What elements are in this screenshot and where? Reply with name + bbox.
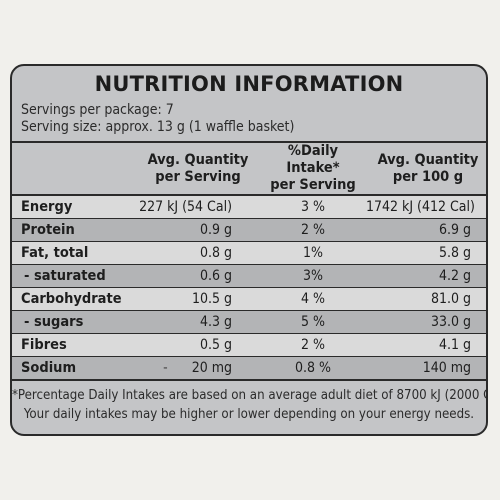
header-daily-intake-line1: %Daily Intake* — [286, 143, 340, 176]
nutrient-name: Energy — [12, 195, 136, 219]
nutrient-name: Fat, total — [12, 241, 136, 265]
table-row: Fat, total 0.8 g 1% 5.8 g — [12, 241, 486, 265]
header-avg-per-100g-line2: per 100 g — [392, 168, 464, 185]
daily-intake-value: 5 % — [260, 310, 366, 334]
per-100g-value: 81.0 g — [366, 287, 486, 311]
per-serving-value: 10.5 g — [136, 287, 260, 311]
per-serving-value: 0.8 g — [136, 241, 260, 265]
per-serving-cell: - 20 mg — [136, 356, 260, 381]
sodium-dash: - — [163, 360, 168, 376]
nutrient-name: Sodium — [12, 356, 136, 381]
daily-intake-value: 2 % — [260, 333, 366, 357]
nutrition-panel: NUTRITION INFORMATION Servings per packa… — [10, 64, 488, 436]
table-row: Sodium - 20 mg 0.8 % 140 mg — [12, 356, 486, 381]
nutrient-name: - sugars — [12, 310, 136, 334]
per-serving-value: 227 kJ (54 Cal) — [136, 195, 260, 219]
servings-per-package: Servings per package: 7 — [21, 102, 174, 118]
nutrient-name: Carbohydrate — [12, 287, 136, 311]
per-serving-value: 4.3 g — [136, 310, 260, 334]
header-row: Avg. Quantity per Serving %Daily Intake*… — [12, 141, 486, 196]
per-serving-value: 0.9 g — [136, 218, 260, 242]
per-100g-value: 4.1 g — [366, 333, 486, 357]
footnote-line-1: *Percentage Daily Intakes are based on a… — [12, 388, 488, 403]
per-serving-value: 0.6 g — [136, 264, 260, 288]
per-serving-value: 0.5 g — [136, 333, 260, 357]
per-100g-value: 1742 kJ (412 Cal) — [366, 195, 486, 219]
daily-intake-value: 3 % — [260, 195, 366, 219]
nutrition-table: Avg. Quantity per Serving %Daily Intake*… — [12, 141, 486, 381]
header-nutrient — [12, 141, 136, 196]
per-100g-value: 33.0 g — [366, 310, 486, 334]
table-row: Energy 227 kJ (54 Cal) 3 % 1742 kJ (412 … — [12, 195, 486, 219]
daily-intake-value: 0.8 % — [260, 356, 366, 381]
nutrient-name: Protein — [12, 218, 136, 242]
table-row: Carbohydrate 10.5 g 4 % 81.0 g — [12, 287, 486, 311]
header-avg-per-100g: Avg. Quantity per 100 g — [366, 141, 486, 196]
table-row: Protein 0.9 g 2 % 6.9 g — [12, 218, 486, 242]
nutrient-name: - saturated — [12, 264, 136, 288]
serving-size: Serving size: approx. 13 g (1 waffle bas… — [21, 119, 295, 135]
nutrient-name: Fibres — [12, 333, 136, 357]
header-avg-per-100g-line1: Avg. Quantity — [377, 151, 479, 168]
daily-intake-value: 1% — [260, 241, 366, 265]
per-serving-value: 20 mg — [191, 360, 232, 376]
per-100g-value: 4.2 g — [366, 264, 486, 288]
header-avg-per-serving-line2: per Serving — [155, 168, 241, 185]
table-row: - sugars 4.3 g 5 % 33.0 g — [12, 310, 486, 334]
per-100g-value: 6.9 g — [366, 218, 486, 242]
footnote-line-2: Your daily intakes may be higher or lowe… — [23, 407, 475, 422]
header-avg-per-serving: Avg. Quantity per Serving — [136, 141, 260, 196]
per-100g-value: 140 mg — [366, 356, 486, 381]
daily-intake-value: 4 % — [260, 287, 366, 311]
daily-intake-value: 3% — [260, 264, 366, 288]
per-100g-value: 5.8 g — [366, 241, 486, 265]
footnote: *Percentage Daily Intakes are based on a… — [12, 386, 486, 424]
panel-title: NUTRITION INFORMATION — [94, 72, 404, 96]
table-row: Fibres 0.5 g 2 % 4.1 g — [12, 333, 486, 357]
header-daily-intake-line2: per Serving — [270, 177, 356, 193]
header-avg-per-serving-line1: Avg. Quantity — [147, 151, 249, 168]
table-row: - saturated 0.6 g 3% 4.2 g — [12, 264, 486, 288]
header-daily-intake: %Daily Intake* per Serving — [260, 141, 366, 196]
daily-intake-value: 2 % — [260, 218, 366, 242]
